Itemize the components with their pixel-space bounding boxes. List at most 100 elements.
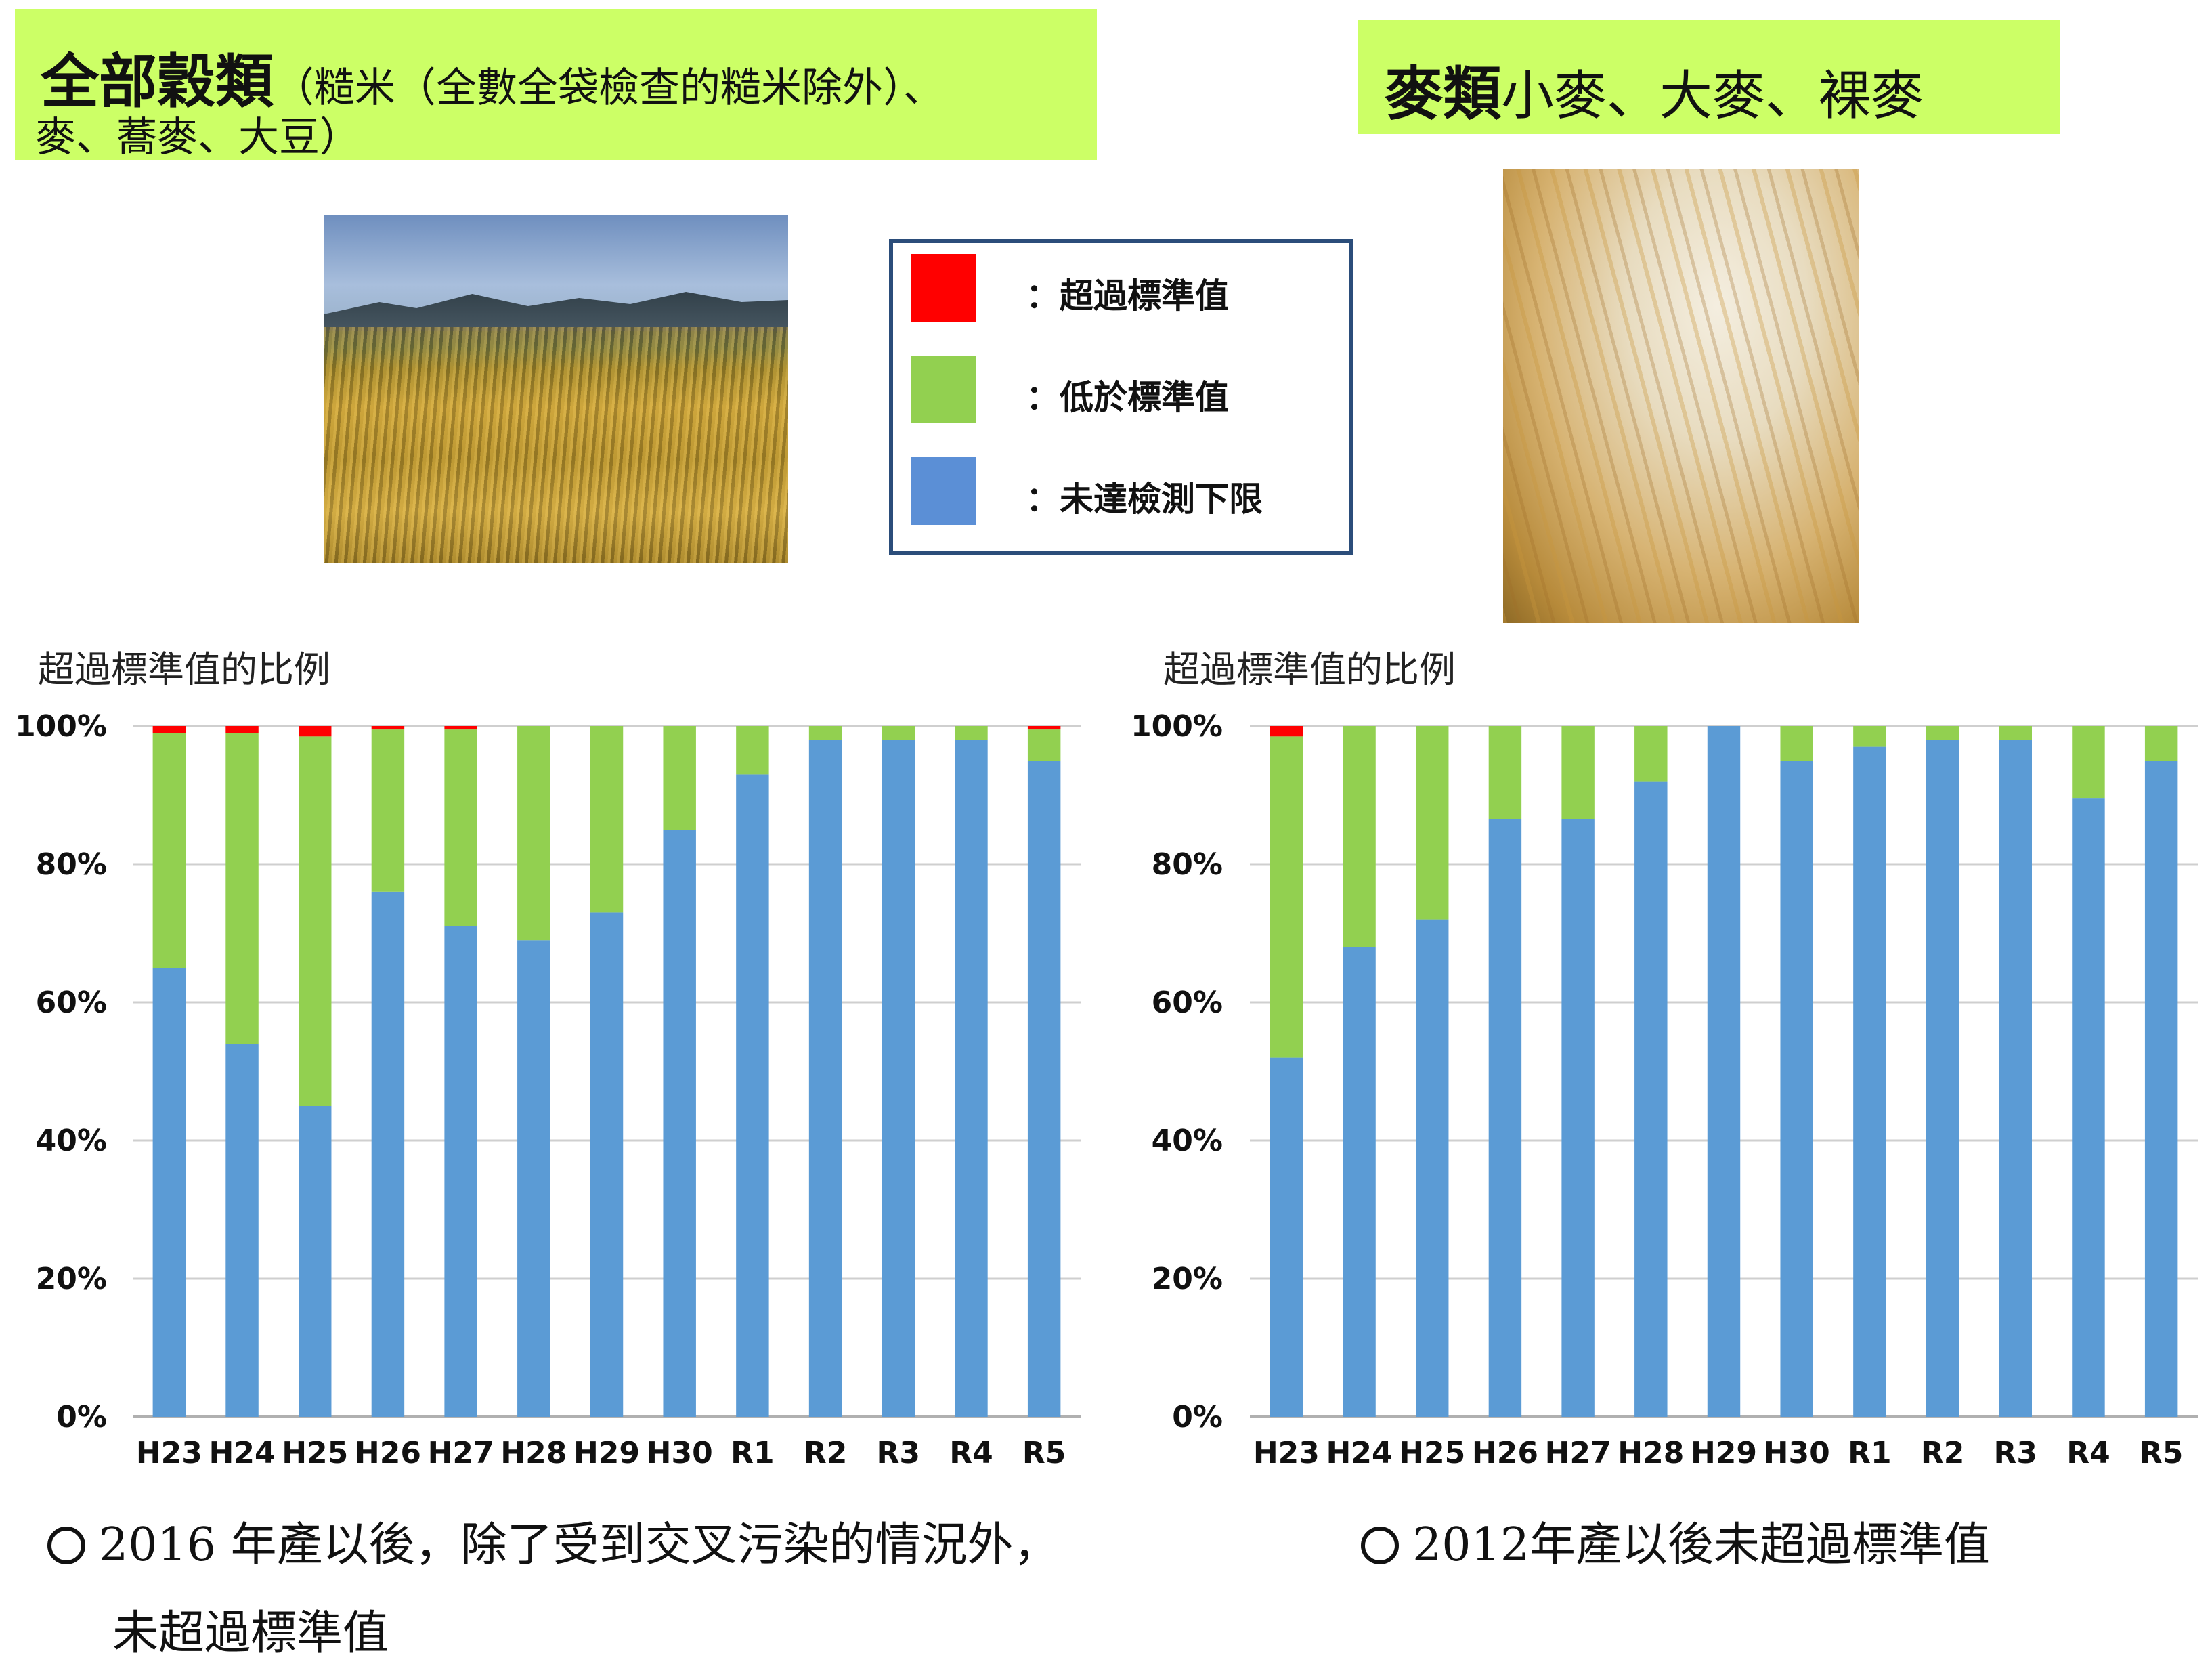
x-category-label: H29 (1691, 1436, 1757, 1470)
bar-segment-nd (2144, 761, 2178, 1417)
bar-segment-exceed (444, 726, 477, 730)
bar-segment-below (1488, 726, 1522, 819)
note-all-grains-text1: 2016 年產以後，除了受到交叉污染的情況外， (99, 1518, 1060, 1572)
note-all-grains-line2: 未超過標準值 (112, 1606, 389, 1660)
y-tick-label: 40% (1152, 1124, 1223, 1158)
chart-right-ylabel: 超過標準值的比例 (1163, 648, 1456, 691)
chart-wheat: 0% 20% 40% 60% 80% 100% H23 H24 H25 H26 H27 H28 H29 H… (1131, 709, 2198, 1470)
x-category-label: H24 (209, 1436, 276, 1470)
title-line-wheat: 麥類小麥、大麥、裸麥 (1385, 46, 1924, 131)
bar-segment-nd (1999, 740, 2032, 1417)
bar-segment-below (736, 726, 769, 775)
title-box-all-grains: 全部穀類（糙米（全數全袋檢查的糙米除外）、 麥、蕎麥、大豆） (15, 9, 1097, 161)
legend-label-nd: ：未達檢測下限 (1026, 480, 1263, 519)
title-main-wheat: 麥類 (1385, 60, 1501, 128)
x-category-label: R3 (1994, 1436, 2038, 1470)
bar-segment-exceed (225, 726, 259, 733)
bar-segment-nd (1488, 819, 1522, 1417)
bar-segment-nd (152, 968, 186, 1417)
y-tick-label: 20% (36, 1262, 107, 1296)
x-category-label: R1 (731, 1436, 775, 1470)
bar-segment-below (1027, 729, 1061, 761)
bar-segment-below (2144, 726, 2178, 761)
bar-segment-nd (1780, 761, 1813, 1417)
bar-segment-nd (1926, 740, 1959, 1417)
x-category-label: R4 (2066, 1436, 2110, 1470)
x-category-label: R5 (2140, 1436, 2184, 1470)
note-wheat: 2012年產以後未超過標準值 (1361, 1507, 1990, 1574)
bar-segment-nd (1634, 781, 1668, 1417)
x-category-label: H28 (500, 1436, 567, 1470)
bar-segment-exceed (371, 726, 405, 730)
x-category-label: H24 (1326, 1436, 1393, 1470)
x-category-label: H26 (1472, 1436, 1538, 1470)
bar-segment-below (808, 726, 842, 740)
bar-segment-nd (1270, 1057, 1303, 1417)
bar-segment-below (1343, 726, 1376, 947)
note-all-grains-line1: 2016 年產以後，除了受到交叉污染的情況外， (47, 1507, 1060, 1574)
bar-segment-below (1999, 726, 2032, 740)
bar-segment-below (371, 729, 405, 892)
title-main-all-grains: 全部穀類 (41, 48, 274, 116)
bar-segment-below (663, 726, 696, 830)
bar-segment-nd (299, 1106, 332, 1417)
bar-segment-nd (663, 830, 696, 1417)
x-category-label: H29 (573, 1436, 640, 1470)
bar-segment-exceed (299, 726, 332, 737)
title-sub-wheat: 小麥、大麥、裸麥 (1501, 66, 1924, 127)
bar-segment-below (517, 726, 550, 941)
wheat-field-photo (324, 215, 788, 563)
legend-swatch-nd (911, 457, 976, 525)
bar-segment-nd (590, 912, 624, 1417)
bar-segment-below (1561, 726, 1595, 819)
x-category-label: H30 (647, 1436, 713, 1470)
bar-segment-below (590, 726, 624, 913)
bar-segment-nd (736, 774, 769, 1417)
chart-left-ylabel: 超過標準值的比例 (38, 648, 330, 691)
bar-segment-nd (1343, 947, 1376, 1417)
x-category-label: H27 (428, 1436, 494, 1470)
mountain-silhouette (324, 292, 788, 331)
bar-segment-below (1416, 726, 1449, 920)
bar-segment-nd (1027, 761, 1061, 1417)
bar-segment-below (299, 736, 332, 1106)
bar-segment-nd (444, 926, 477, 1417)
bar-segment-nd (517, 940, 550, 1417)
y-tick-label: 40% (36, 1124, 107, 1158)
y-tick-label: 60% (1152, 985, 1223, 1020)
x-category-label: H28 (1618, 1436, 1684, 1470)
field-stalks (324, 327, 788, 563)
bar-segment-exceed (152, 726, 186, 733)
bar-segment-nd (2072, 798, 2105, 1417)
title-line-2: 麥、蕎麥、大豆） (35, 114, 360, 161)
chart-legend: ：超過標準值 ：低於標準值 ：未達檢測下限 (889, 239, 1353, 555)
bar-segment-nd (1561, 819, 1595, 1417)
bar-segment-below (1780, 726, 1813, 761)
y-tick-label: 80% (1152, 847, 1223, 882)
legend-label-exceed: ：超過標準值 (1026, 276, 1229, 316)
bar-segment-below (444, 729, 477, 926)
bar-segment-below (882, 726, 915, 740)
x-category-label: H25 (1399, 1436, 1465, 1470)
bar-segment-below (955, 726, 988, 740)
bar-segment-nd (882, 740, 915, 1417)
circle-bullet-icon (1361, 1527, 1399, 1564)
bar-segment-nd (1707, 726, 1741, 1417)
y-tick-label: 80% (36, 847, 107, 882)
y-tick-label: 0% (1172, 1400, 1223, 1434)
bar-segment-below (1853, 726, 1886, 747)
bar-segment-below (225, 733, 259, 1044)
y-tick-label: 0% (56, 1400, 107, 1434)
title-sub-all-grains: （糙米（全數全袋檢查的糙米除外）、 (274, 64, 944, 112)
title-box-wheat: 麥類小麥、大麥、裸麥 (1358, 20, 2060, 134)
bar-segment-nd (371, 891, 405, 1417)
title-line-1: 全部穀類（糙米（全數全袋檢查的糙米除外）、 (41, 34, 944, 119)
x-category-label: R3 (877, 1436, 921, 1470)
x-category-label: R1 (1848, 1436, 1892, 1470)
bar-segment-below (152, 733, 186, 968)
x-category-label: H27 (1545, 1436, 1611, 1470)
x-category-label: R4 (949, 1436, 993, 1470)
y-tick-label: 100% (15, 709, 107, 744)
x-category-label: H30 (1764, 1436, 1830, 1470)
bar-segment-below (1634, 726, 1668, 782)
